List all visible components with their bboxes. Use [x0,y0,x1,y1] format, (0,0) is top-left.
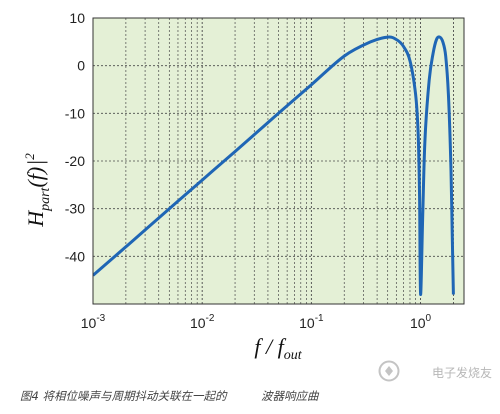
y-tick-label: -30 [65,201,85,217]
y-tick-label: -40 [65,248,85,264]
y-tick-labels: 10 0 -10 -20 -30 -40 [65,10,85,264]
watermark: 电子发烧友 [431,366,492,380]
plot-frame [92,17,465,305]
x-axis-label: f / fout [254,334,302,363]
x-axis-label-sub: out [284,348,303,363]
svg-text:Hpart(f)|2: Hpart(f)|2 [22,153,53,228]
x-tick-label: 100 [410,313,432,331]
series-line [93,35,455,297]
y-axis-label-sup: 2 [22,153,37,160]
y-tick-label: 0 [77,58,85,74]
y-axis-label-sub: part [38,186,53,211]
x-axis-label-main: f / f [254,334,286,359]
y-axis-label-main: H [23,210,48,228]
y-tick-label: 10 [69,10,85,26]
x-tick-label: 10-2 [190,313,215,331]
y-axis-label-paren: (f) [23,167,48,188]
figure-caption: 图4 将相位噪声与周期抖动关联在一起的 波器响应曲 [20,389,319,403]
watermark-logo-icon [378,360,400,382]
y-axis-label: Hpart(f)|2 [22,153,53,228]
x-tick-label: 10-3 [81,313,106,331]
y-tick-label: -10 [65,105,85,121]
x-tick-labels: 10-3 10-2 10-1 100 [81,313,432,331]
y-tick-label: -20 [65,153,85,169]
x-tick-label: 10-1 [299,313,324,331]
